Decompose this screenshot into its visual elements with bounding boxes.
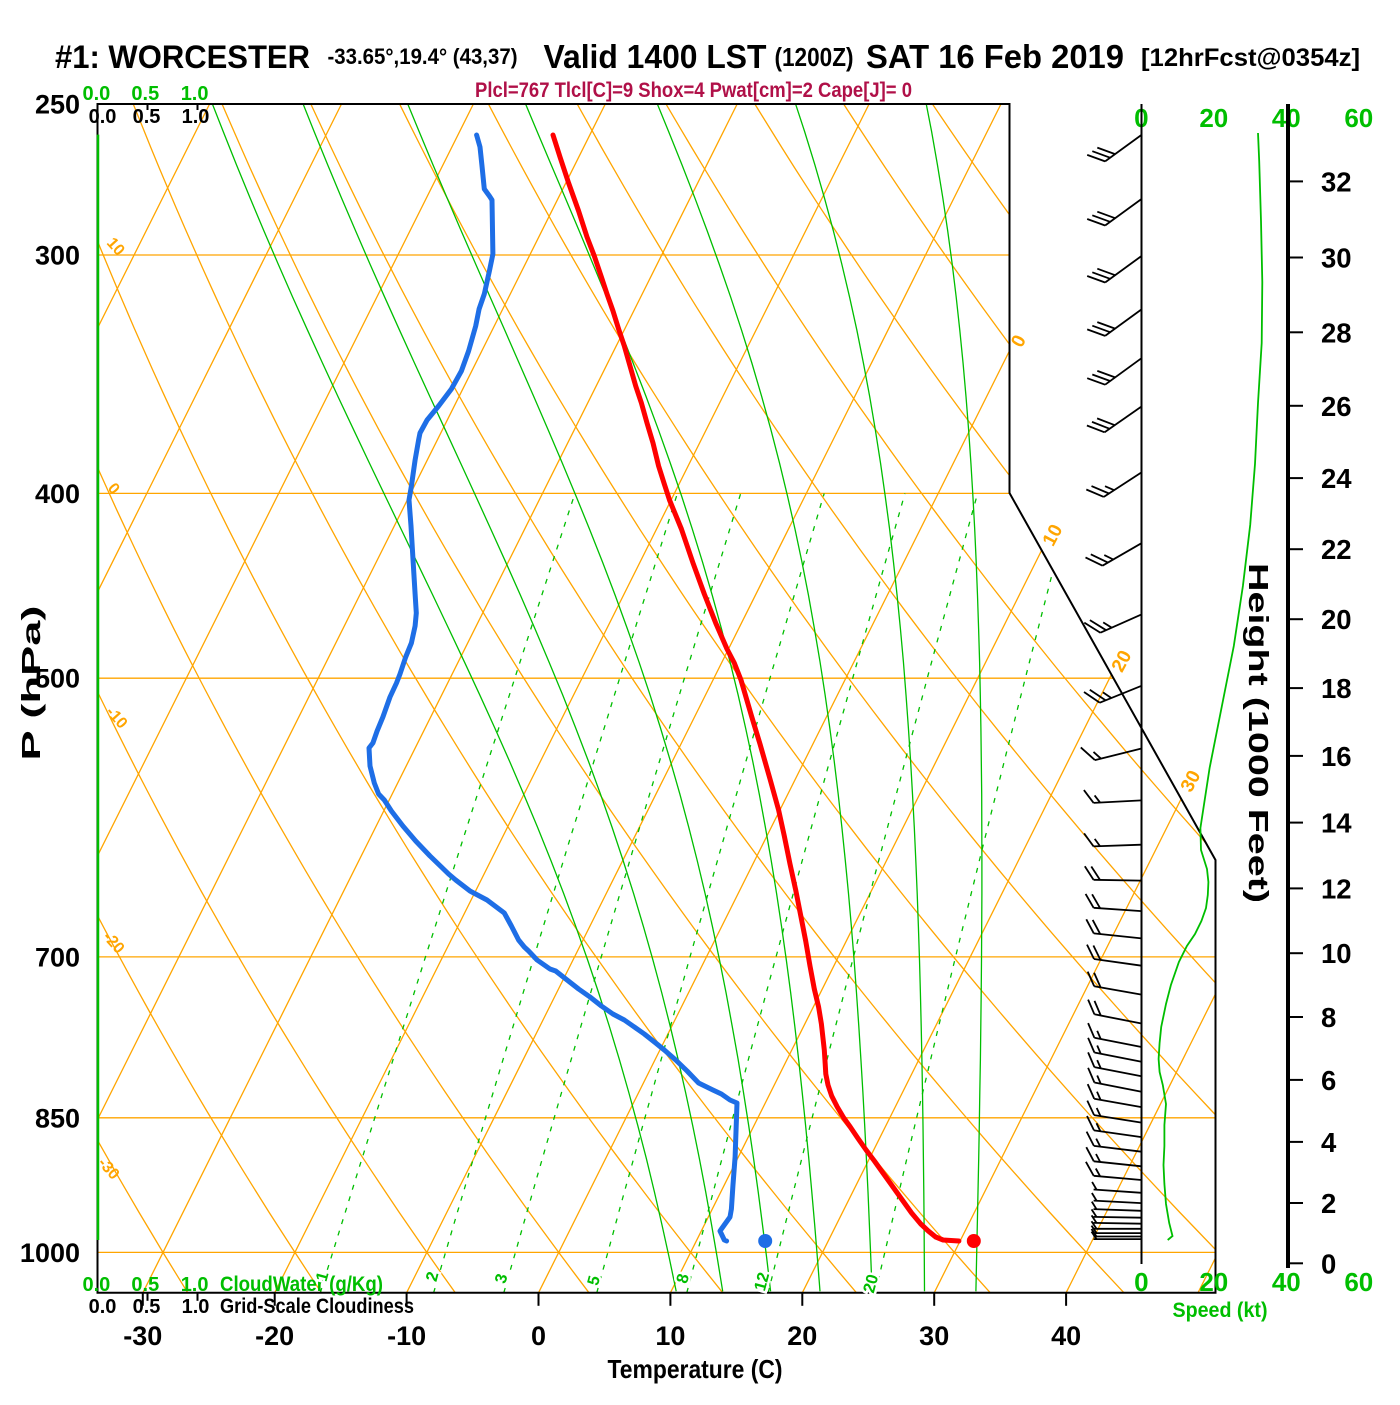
svg-text:32: 32	[1321, 166, 1352, 197]
svg-text:Grid-Scale Cloudiness: Grid-Scale Cloudiness	[220, 1295, 414, 1318]
svg-text:3: 3	[492, 1272, 512, 1286]
svg-text:-33.65°,19.4° (43,37): -33.65°,19.4° (43,37)	[328, 44, 518, 69]
svg-text:500: 500	[35, 664, 80, 694]
svg-text:1000: 1000	[20, 1238, 80, 1268]
svg-text:0.5: 0.5	[133, 1296, 161, 1318]
svg-text:14: 14	[1321, 808, 1352, 839]
svg-text:P (hPa): P (hPa)	[16, 606, 46, 761]
svg-text:0.0: 0.0	[82, 83, 110, 105]
svg-text:16: 16	[1321, 741, 1352, 772]
svg-text:CloudWater (g/Kg): CloudWater (g/Kg)	[220, 1273, 383, 1296]
svg-text:300: 300	[35, 241, 80, 271]
svg-text:850: 850	[35, 1103, 80, 1133]
svg-text:0: 0	[531, 1321, 546, 1351]
svg-text:30: 30	[919, 1321, 949, 1351]
svg-text:40: 40	[1272, 1267, 1301, 1297]
svg-text:(1200Z): (1200Z)	[775, 42, 854, 72]
svg-text:0: 0	[1134, 1267, 1148, 1297]
svg-text:10: 10	[655, 1321, 685, 1351]
svg-text:Temperature (C): Temperature (C)	[608, 1354, 783, 1384]
svg-text:20: 20	[1321, 604, 1352, 635]
svg-text:2: 2	[423, 1270, 443, 1284]
svg-text:#1: WORCESTER: #1: WORCESTER	[55, 39, 310, 75]
svg-text:1.0: 1.0	[181, 83, 209, 105]
svg-text:20: 20	[860, 1273, 882, 1295]
svg-text:-10: -10	[387, 1321, 426, 1351]
svg-text:Height (1000 Feet): Height (1000 Feet)	[1243, 563, 1274, 903]
svg-text:10: 10	[1321, 938, 1352, 969]
svg-text:24: 24	[1321, 463, 1352, 494]
svg-text:12: 12	[751, 1271, 773, 1293]
svg-text:-30: -30	[123, 1321, 162, 1351]
svg-text:1.0: 1.0	[181, 1274, 209, 1296]
svg-text:0.0: 0.0	[82, 1274, 110, 1296]
svg-text:60: 60	[1344, 103, 1373, 133]
svg-text:0.0: 0.0	[89, 106, 117, 128]
svg-text:28: 28	[1321, 317, 1352, 348]
svg-text:250: 250	[35, 90, 80, 120]
svg-text:1.0: 1.0	[182, 1296, 210, 1318]
svg-text:20: 20	[1199, 1267, 1228, 1297]
svg-text:-20: -20	[255, 1321, 294, 1351]
svg-text:1: 1	[313, 1270, 333, 1284]
svg-text:0.0: 0.0	[89, 1296, 117, 1318]
svg-text:8: 8	[1321, 1002, 1336, 1033]
svg-text:60: 60	[1344, 1267, 1373, 1297]
svg-text:2: 2	[1321, 1188, 1336, 1219]
svg-text:0.5: 0.5	[133, 106, 161, 128]
svg-text:8: 8	[673, 1272, 693, 1286]
svg-text:1.0: 1.0	[182, 106, 210, 128]
svg-text:4: 4	[1321, 1127, 1337, 1158]
svg-text:40: 40	[1051, 1321, 1081, 1351]
svg-text:6: 6	[1321, 1065, 1336, 1096]
svg-text:20: 20	[1199, 103, 1228, 133]
svg-text:20: 20	[787, 1321, 817, 1351]
svg-text:[12hrFcst@0354z]: [12hrFcst@0354z]	[1141, 44, 1360, 72]
svg-text:Valid 1400 LST: Valid 1400 LST	[544, 38, 767, 75]
svg-text:Speed (kt): Speed (kt)	[1173, 1299, 1268, 1322]
svg-text:5: 5	[584, 1274, 604, 1288]
svg-text:22: 22	[1321, 534, 1352, 565]
svg-text:0: 0	[1321, 1248, 1336, 1279]
svg-text:30: 30	[1321, 243, 1352, 274]
svg-text:SAT 16 Feb 2019: SAT 16 Feb 2019	[866, 38, 1124, 75]
svg-text:12: 12	[1321, 873, 1352, 904]
svg-text:400: 400	[35, 479, 80, 509]
svg-text:0.5: 0.5	[131, 83, 159, 105]
svg-text:18: 18	[1321, 673, 1352, 704]
svg-text:0.5: 0.5	[131, 1274, 159, 1296]
svg-text:700: 700	[35, 942, 80, 972]
svg-text:26: 26	[1321, 391, 1352, 422]
svg-text:Plcl=767 Tlcl[C]=9 Shox=4 Pwat: Plcl=767 Tlcl[C]=9 Shox=4 Pwat[cm]=2 Cap…	[475, 79, 912, 102]
